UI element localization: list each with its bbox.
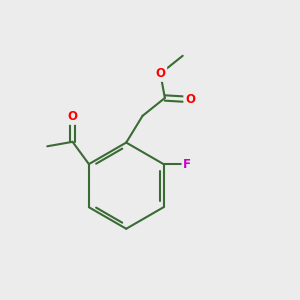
Text: O: O xyxy=(185,93,195,106)
Text: O: O xyxy=(68,110,78,123)
Text: O: O xyxy=(155,67,165,80)
Text: F: F xyxy=(183,158,191,171)
